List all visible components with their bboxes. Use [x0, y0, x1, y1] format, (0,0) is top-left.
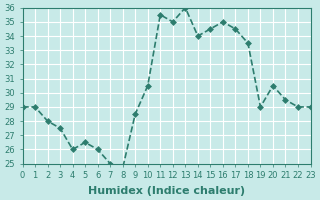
X-axis label: Humidex (Indice chaleur): Humidex (Indice chaleur)	[88, 186, 245, 196]
